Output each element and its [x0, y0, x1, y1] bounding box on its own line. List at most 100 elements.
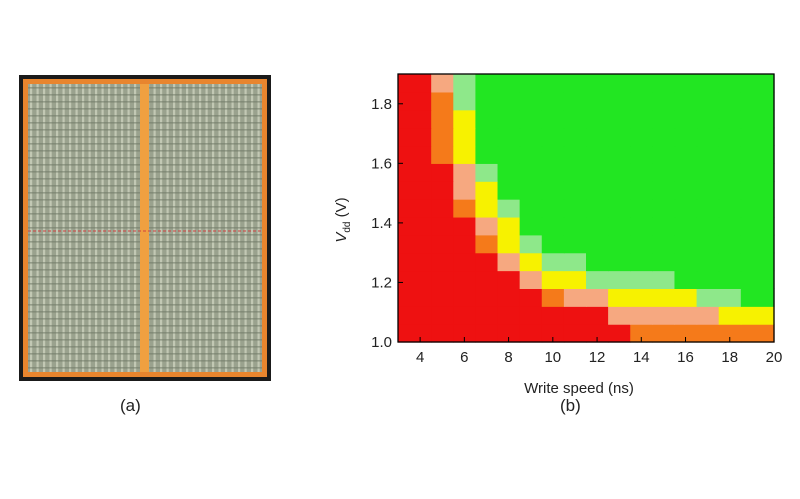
x-tick-label: 12 [589, 349, 606, 366]
heatmap-cell [497, 127, 521, 147]
heatmap-cell [718, 216, 742, 236]
heatmap-cell [740, 91, 775, 111]
heatmap-cell [652, 199, 676, 218]
heatmap-cell [718, 127, 742, 147]
heatmap-cell [652, 91, 676, 111]
heatmap-cell [475, 216, 499, 236]
heatmap-cell [696, 270, 720, 289]
heatmap-cell [519, 74, 543, 93]
plot-frame [397, 73, 775, 343]
heatmap-cell [608, 288, 631, 307]
heatmap-cell [608, 199, 631, 218]
heatmap-cell [630, 324, 653, 343]
heatmap-cell [586, 324, 609, 343]
heatmap-cell [652, 252, 676, 272]
heatmap-cell [519, 145, 543, 164]
heatmap-cell [497, 324, 521, 343]
heatmap-cell [674, 199, 698, 218]
heatmap-cell [652, 288, 676, 307]
heatmap-cell [563, 74, 587, 93]
chip-layout-image [19, 75, 271, 381]
heatmap-cell [586, 145, 609, 164]
heatmap-cell [453, 216, 477, 236]
y-axis-ticks: 1.0 1.2 1.4 1.6 1.8 [371, 96, 403, 351]
heatmap-cell [652, 216, 676, 236]
heatmap-cell [541, 234, 565, 254]
heatmap-cell [630, 199, 653, 218]
heatmap-cell [718, 324, 742, 343]
heatmap-cell [696, 127, 720, 147]
heatmap-cell [453, 306, 477, 325]
heatmap-cell [740, 270, 775, 289]
heatmap-cell [608, 109, 631, 129]
heatmap-cell [475, 145, 499, 164]
heatmap-cell [630, 181, 653, 200]
heatmap-cell [398, 306, 432, 325]
heatmap-cell [398, 324, 432, 343]
heatmap-cell [586, 199, 609, 218]
heatmap-cell [398, 270, 432, 289]
heatmap-cell [541, 109, 565, 129]
x-tick-label: 18 [721, 349, 738, 366]
heatmap-cell [608, 181, 631, 200]
x-tick-label: 6 [460, 349, 468, 366]
heatmap-cell [541, 306, 565, 325]
heatmap-cell [674, 74, 698, 93]
heatmap-cell [398, 163, 432, 182]
heatmap-cell [630, 252, 653, 272]
heatmap-cell [586, 163, 609, 182]
heatmap-cell [696, 163, 720, 182]
heatmap-cell [431, 306, 454, 325]
x-axis-label: Write speed (ns) [524, 380, 634, 397]
heatmap-cell [586, 234, 609, 254]
heatmap-cell [630, 145, 653, 164]
heatmap-cell [453, 163, 477, 182]
heatmap-cell [740, 74, 775, 93]
heatmap-cell [674, 270, 698, 289]
heatmap-cell [519, 181, 543, 200]
heatmap-cell [718, 91, 742, 111]
heatmap-cell [652, 306, 676, 325]
heatmap-cell [563, 270, 587, 289]
heatmap-cell [398, 145, 432, 164]
heatmap-cell [453, 324, 477, 343]
heatmap-cell [519, 127, 543, 147]
heatmap-cell [541, 270, 565, 289]
heatmap-cell [453, 109, 477, 129]
heatmap-cell [431, 145, 454, 164]
chip-layout-svg [19, 75, 271, 381]
heatmap-svg: 4 6 8 10 12 14 16 18 20 1.0 1.2 1.4 1.6 1.8 Write sp… [333, 73, 782, 397]
heatmap-cell [740, 306, 775, 325]
heatmap-cell [541, 74, 565, 93]
heatmap-cell [541, 145, 565, 164]
heatmap-cell [696, 216, 720, 236]
heatmap-cell [431, 234, 454, 254]
heatmap-cell [431, 74, 454, 93]
heatmap-cell [586, 216, 609, 236]
heatmap-cell [541, 288, 565, 307]
heatmap-cell [740, 181, 775, 200]
y-axis-label: Vdd (V) [333, 197, 353, 242]
heatmap-cell [475, 74, 499, 93]
heatmap-cell [696, 324, 720, 343]
heatmap-cell [718, 74, 742, 93]
heatmap-cell [630, 163, 653, 182]
heatmap-cell [398, 91, 432, 111]
heatmap-cell [563, 252, 587, 272]
heatmap-cell [398, 288, 432, 307]
heatmap-cell [740, 109, 775, 129]
heatmap-cell [608, 270, 631, 289]
heatmap-cell [519, 252, 543, 272]
heatmap-cell [674, 288, 698, 307]
heatmap-cell [586, 127, 609, 147]
heatmap-cell [519, 109, 543, 129]
heatmap-cell [519, 234, 543, 254]
heatmap-cell [586, 252, 609, 272]
heatmap-cell [453, 181, 477, 200]
heatmap-cell [696, 91, 720, 111]
heatmap-cell [431, 109, 454, 129]
heatmap-cell [398, 127, 432, 147]
heatmap-cell [431, 288, 454, 307]
heatmap-cell [652, 74, 676, 93]
heatmap-cell [608, 163, 631, 182]
